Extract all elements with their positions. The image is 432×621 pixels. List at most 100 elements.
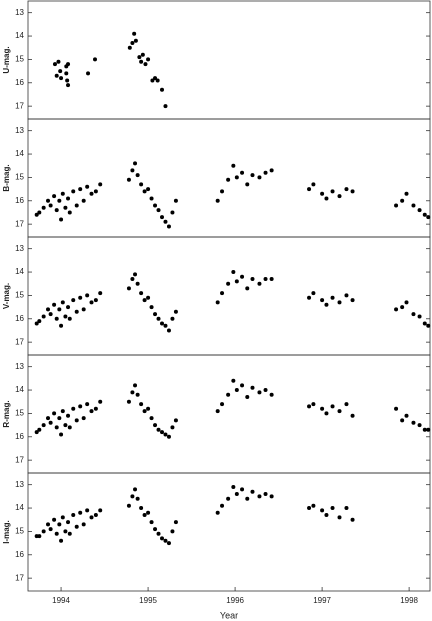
data-point [135,281,140,286]
data-point [173,520,178,525]
data-point [173,309,178,314]
data-point [250,385,255,390]
data-point [46,307,51,312]
panel-frame [27,0,431,120]
data-point [269,168,274,173]
data-point [245,395,250,400]
data-point [63,205,68,210]
y-tick-label: 17 [15,337,24,346]
data-point [337,515,342,520]
data-point [48,420,53,425]
data-point [140,52,145,57]
y-tick-label: 13 [15,126,24,135]
data-point [320,298,325,303]
data-point [60,515,65,520]
data-point [54,73,59,78]
y-tick-label: 14 [15,149,24,158]
data-point [130,390,135,395]
data-point [41,314,46,319]
data-point [93,298,98,303]
data-point [66,520,71,525]
data-point [170,529,175,534]
data-point [263,277,268,282]
data-point [54,208,59,213]
data-point [170,210,175,215]
data-point [46,522,51,527]
data-point [52,62,57,67]
data-point [240,274,245,279]
data-point [160,536,164,541]
data-point [85,184,90,189]
y-tick-label: 17 [15,573,24,582]
y-tick-label: 16 [15,196,24,205]
data-point [52,411,57,416]
data-point [63,314,68,319]
data-point [37,210,42,215]
data-point [350,189,355,194]
data-point [74,524,79,529]
data-point [89,409,94,414]
data-point [64,71,69,76]
data-point [234,388,239,393]
data-point [263,388,268,393]
data-point [330,404,335,409]
data-point [170,316,175,321]
data-point [350,413,355,418]
data-point [263,492,268,497]
data-point [394,307,399,312]
data-point [66,83,71,88]
x-axis-label: Year [220,610,238,620]
y-tick-label: 15 [15,173,24,182]
data-point [231,485,236,490]
data-point [311,182,316,187]
data-point [85,293,90,298]
data-point [93,513,98,518]
data-point [215,409,220,414]
data-point [156,316,161,321]
data-point [166,434,171,439]
data-point [142,189,147,194]
data-point [269,392,274,397]
data-point [422,427,427,432]
data-point [135,392,140,397]
data-point [74,203,79,208]
data-point [155,78,160,83]
data-point [93,57,97,62]
data-point [269,494,274,499]
data-point [57,522,62,527]
data-point [417,423,422,428]
y-tick-label: 13 [15,8,24,17]
data-point [127,45,132,50]
data-point [324,513,329,518]
data-point [132,31,137,36]
data-point [311,291,316,296]
data-point [93,406,98,411]
data-point [56,59,61,64]
data-point [245,286,250,291]
data-point [81,198,86,203]
data-point [135,173,140,178]
data-point [89,515,94,520]
data-point [67,316,72,321]
data-point [74,418,79,423]
data-point [52,517,57,522]
data-point [394,406,399,411]
data-point [63,423,68,428]
data-point [350,298,355,303]
data-point [257,175,262,180]
y-tick-label: 15 [15,527,24,536]
data-point [139,506,144,511]
data-point [220,402,225,407]
data-point [37,319,42,324]
data-point [46,198,51,203]
data-point [337,409,342,414]
data-point [426,215,431,220]
data-point [48,312,53,317]
data-point [156,208,161,213]
data-point [130,41,135,46]
y-tick-label: 14 [15,31,24,40]
data-point [149,196,154,201]
data-point [263,170,268,175]
data-point [160,430,164,435]
